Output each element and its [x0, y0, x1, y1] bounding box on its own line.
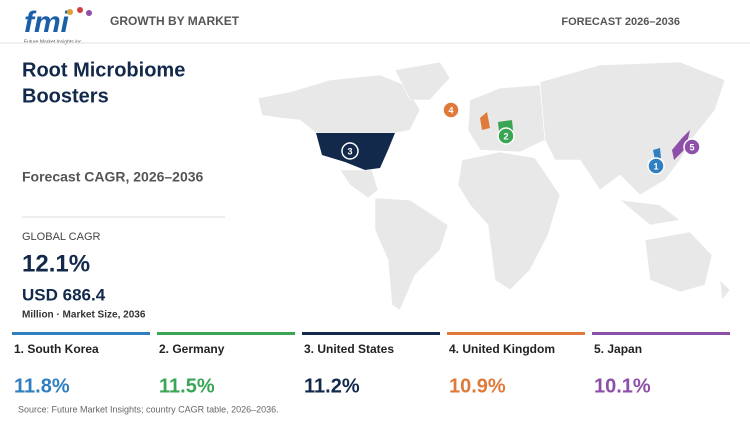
logo-dot: [67, 9, 73, 15]
forecast-label: FORECAST 2026–2036: [561, 16, 680, 28]
card-label: 4. United Kingdom: [449, 342, 555, 356]
card-value: 11.8%: [14, 375, 70, 397]
card-value: 10.1%: [594, 375, 651, 397]
north-america: [257, 74, 421, 134]
map-marker-label: 2: [503, 131, 508, 141]
highlighted-country: [653, 148, 661, 160]
map-marker-label: 1: [653, 161, 658, 171]
southeast-asia: [619, 199, 681, 226]
global-value: 12.1%: [22, 250, 90, 277]
card-label: 3. United States: [304, 342, 394, 356]
logo: fmi: [24, 6, 70, 39]
card-accent: [592, 332, 730, 335]
card-accent: [447, 332, 585, 335]
card-label: 5. Japan: [594, 342, 642, 356]
market-size: USD 686.4: [22, 285, 106, 304]
australia: [644, 231, 713, 293]
card-value: 10.9%: [449, 375, 506, 397]
highlighted-country: [672, 130, 690, 160]
europe: [467, 84, 546, 153]
map-marker: [442, 101, 460, 119]
section-label: GROWTH BY MARKET: [110, 14, 240, 28]
card-accent: [302, 332, 440, 335]
greenland: [394, 61, 451, 101]
world-map: [257, 61, 731, 311]
card-accent: [12, 332, 150, 335]
africa: [457, 151, 561, 291]
map-marker-label: 3: [347, 146, 352, 156]
title: Root Microbiome: [22, 59, 185, 81]
card-value: 11.2%: [304, 375, 360, 397]
map-marker: [341, 142, 359, 160]
map-marker: [647, 157, 665, 175]
card-accent: [157, 332, 295, 335]
logo-dot: [86, 10, 92, 16]
map-marker-label: 5: [689, 142, 694, 152]
card-label: 1. South Korea: [14, 342, 99, 356]
global-label: GLOBAL CAGR: [22, 231, 101, 243]
central-america: [339, 169, 379, 199]
title: Boosters: [22, 85, 109, 107]
new-zealand: [719, 279, 731, 301]
highlighted-country: [480, 112, 490, 130]
card-label: 2. Germany: [159, 342, 225, 356]
subtitle: Forecast CAGR, 2026–2036: [22, 169, 204, 185]
logo-dot: [77, 7, 83, 13]
map-marker-label: 4: [448, 105, 453, 115]
map-marker: [683, 138, 701, 156]
map-marker: [497, 127, 515, 145]
asia: [539, 61, 726, 196]
south-america: [374, 197, 449, 311]
market-size-note: Million · Market Size, 2036: [22, 310, 146, 321]
source-note: Source: Future Market Insights; country …: [18, 404, 279, 414]
card-value: 11.5%: [159, 375, 215, 397]
logo-tagline: Future Market Insights inc.: [24, 39, 83, 45]
